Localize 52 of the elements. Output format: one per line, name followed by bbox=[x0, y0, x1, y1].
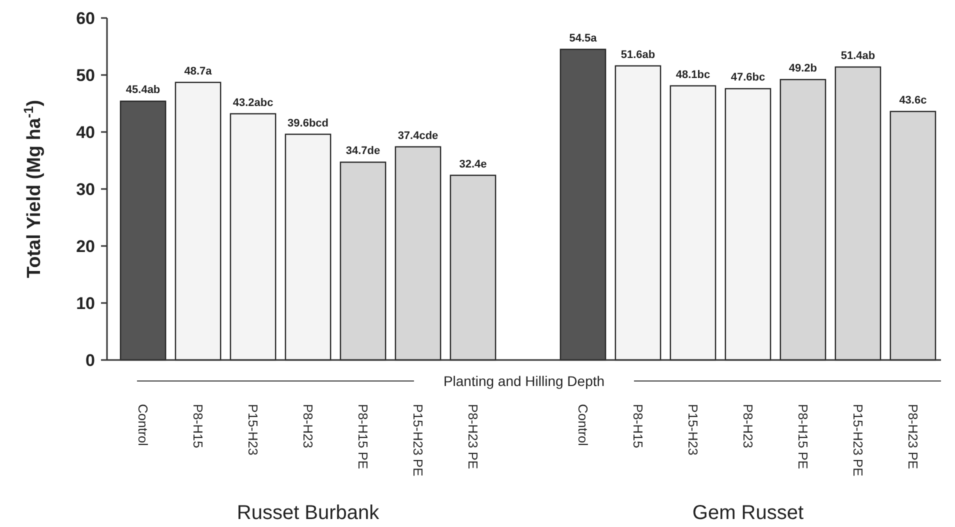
bar bbox=[780, 78, 826, 361]
data-label: 39.6bcd bbox=[288, 117, 329, 130]
x-tick-label: P8-H15 PE bbox=[795, 404, 810, 470]
bar bbox=[394, 146, 442, 361]
x-tick-label: P15-H23 PE bbox=[850, 404, 866, 477]
x-tick-label: P8-H15 bbox=[630, 404, 646, 448]
x-tick-label: P8-H23 PE bbox=[905, 404, 920, 470]
data-label: 47.6bc bbox=[730, 72, 766, 84]
bar bbox=[284, 134, 332, 361]
x-axis-title: Planting and Hilling Depth bbox=[443, 373, 605, 389]
y-tick-label: 30 bbox=[76, 180, 95, 199]
x-tick-label: P8-H23 bbox=[740, 404, 756, 448]
x-tick-label: P15-H23 bbox=[685, 404, 700, 456]
bar bbox=[614, 65, 662, 361]
text: Russet Burbank bbox=[236, 502, 380, 524]
bar bbox=[834, 66, 882, 361]
y-tick-label: 40 bbox=[76, 122, 95, 142]
x-tick-label: P15-H23 PE bbox=[410, 404, 426, 477]
data-label: 54.5a bbox=[569, 32, 598, 44]
bar bbox=[230, 113, 276, 361]
y-tick-label: 0 bbox=[86, 350, 95, 370]
y-tick-label: 50 bbox=[76, 66, 95, 85]
bar bbox=[120, 100, 166, 361]
data-label: 48.7a bbox=[184, 65, 213, 78]
data-label: 48.1bc bbox=[676, 68, 710, 81]
y-tick-label: 60 bbox=[76, 8, 95, 28]
bar bbox=[560, 48, 606, 361]
x-tick-label: Control bbox=[135, 404, 150, 446]
data-label: 43.6c bbox=[899, 94, 927, 106]
data-label: 37.4cde bbox=[398, 130, 438, 142]
bar bbox=[670, 85, 716, 361]
x-tick-label: Control bbox=[575, 404, 590, 446]
data-label: 43.2abc bbox=[232, 96, 274, 109]
bar bbox=[174, 82, 222, 361]
bar bbox=[724, 88, 772, 361]
bar bbox=[340, 162, 386, 361]
x-tick-label: P15-H23 bbox=[245, 404, 260, 456]
x-tick-label: P8-H23 PE bbox=[465, 404, 480, 470]
data-label: 32.4e bbox=[459, 158, 487, 170]
bar bbox=[890, 110, 936, 361]
data-label: 51.4ab bbox=[840, 50, 876, 62]
text: Gem Russet bbox=[692, 502, 804, 524]
data-label: 51.6ab bbox=[620, 48, 656, 61]
data-label: 49.2b bbox=[788, 62, 818, 75]
data-label: 34.7de bbox=[346, 145, 380, 158]
y-tick-label: 10 bbox=[76, 294, 95, 313]
y-tick-label: 20 bbox=[76, 236, 95, 256]
x-tick-label: P8-H15 bbox=[190, 404, 206, 448]
data-label: 45.4ab bbox=[126, 84, 160, 96]
bar bbox=[450, 174, 496, 361]
x-tick-label: P8-H15 PE bbox=[355, 404, 370, 470]
x-tick-label: P8-H23 bbox=[300, 404, 316, 448]
